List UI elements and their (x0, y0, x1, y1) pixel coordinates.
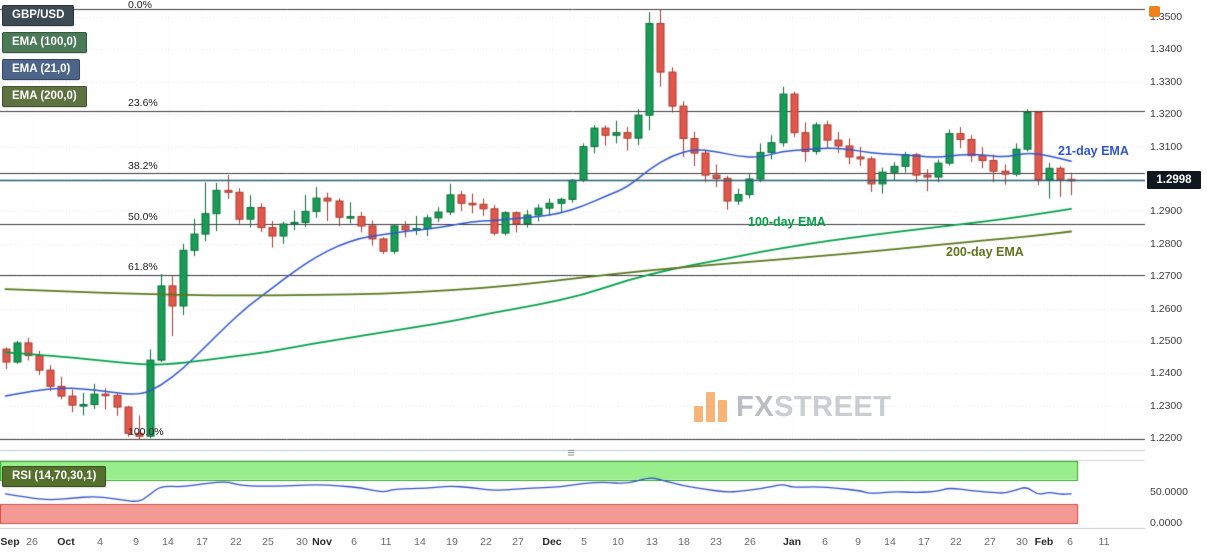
time-tick-label: 11 (380, 536, 392, 548)
price-tick-label: 1.2500 (1150, 335, 1183, 347)
price-tick-label: 1.2200 (1150, 432, 1183, 445)
time-tick-label: 11 (1098, 536, 1110, 548)
time-tick-label: 23 (710, 536, 722, 548)
time-tick-label: 6 (351, 536, 357, 548)
fib-level-label: 61.8% (128, 261, 158, 274)
rsi-tick-label: 0.0000 (1150, 517, 1183, 529)
price-tick-label: 1.2300 (1150, 399, 1183, 412)
watermark-street-text: STREET (774, 391, 892, 424)
rsi-badge[interactable]: RSI (14,70,30,1) (2, 466, 107, 487)
ema100-legend-badge[interactable]: EMA (100,0) (2, 32, 87, 53)
time-tick-label: 13 (646, 536, 658, 548)
brand-icon (1149, 6, 1160, 17)
time-tick-label: 19 (446, 536, 458, 548)
rsi-tick-label: 50.0000 (1150, 486, 1188, 498)
fib-level-label: 0.0% (128, 0, 152, 11)
time-tick-label: 17 (918, 536, 930, 548)
current-price-badge: 1.2998 (1147, 170, 1201, 189)
time-tick-label: 9 (133, 536, 139, 548)
time-tick-label: Oct (57, 536, 75, 548)
price-tick-label: 1.2800 (1150, 237, 1183, 250)
fib-level-label: 38.2% (128, 159, 158, 172)
time-tick-label: 27 (512, 536, 524, 548)
watermark: FX STREET (694, 392, 891, 422)
price-tick-label: 1.3100 (1150, 140, 1183, 153)
time-tick-label: 4 (97, 536, 103, 548)
time-tick-label: Dec (542, 536, 562, 548)
time-tick-label: 30 (296, 536, 308, 548)
fxstreet-logo-icon (694, 392, 730, 422)
time-tick-label: 18 (678, 536, 690, 548)
time-tick-label: 26 (744, 536, 756, 548)
panel-divider-grip[interactable]: ≡ (567, 445, 575, 460)
symbol-badge[interactable]: GBP/USD (2, 5, 75, 26)
time-tick-label: 22 (950, 536, 962, 548)
time-tick-label: 25 (262, 536, 274, 548)
time-tick-label: 6 (1067, 536, 1073, 548)
ema21-legend-badge[interactable]: EMA (21,0) (2, 59, 81, 80)
time-tick-label: 9 (855, 536, 861, 548)
time-tick-label: 17 (196, 536, 208, 548)
time-tick-label: 14 (162, 536, 174, 548)
price-tick-label: 1.3300 (1150, 75, 1183, 88)
ema21-annotation: 21-day EMA (1058, 144, 1129, 158)
fib-level-label: 50.0% (128, 210, 158, 223)
time-tick-label: 27 (984, 536, 996, 548)
fib-level-label: 100.0% (128, 425, 164, 438)
ema200-legend-badge[interactable]: EMA (200,0) (2, 86, 87, 107)
price-tick-label: 1.2600 (1150, 302, 1183, 315)
time-tick-label: 26 (26, 536, 38, 548)
price-tick-label: 1.3400 (1150, 43, 1183, 56)
time-tick-label: 5 (581, 536, 587, 548)
ema200-annotation: 200-day EMA (946, 245, 1024, 259)
time-tick-label: Nov (312, 536, 332, 548)
time-tick-label: Feb (1034, 536, 1054, 548)
price-tick-label: 1.2900 (1150, 205, 1183, 218)
time-tick-label: Sep (0, 536, 20, 548)
price-tick-label: 1.3200 (1150, 108, 1183, 121)
time-tick-label: 14 (414, 536, 426, 548)
watermark-fx-text: FX (736, 391, 775, 424)
ema100-annotation: 100-day EMA (748, 215, 826, 229)
time-tick-label: 10 (612, 536, 624, 548)
time-tick-label: 22 (230, 536, 242, 548)
time-tick-label: 30 (1016, 536, 1028, 548)
time-tick-label: 14 (884, 536, 896, 548)
time-tick-label: Jan (782, 536, 802, 548)
time-tick-label: 6 (822, 536, 828, 548)
time-tick-label: 22 (480, 536, 492, 548)
fib-level-label: 23.6% (128, 97, 158, 110)
price-tick-label: 1.2400 (1150, 367, 1183, 380)
price-tick-label: 1.2700 (1150, 270, 1183, 283)
